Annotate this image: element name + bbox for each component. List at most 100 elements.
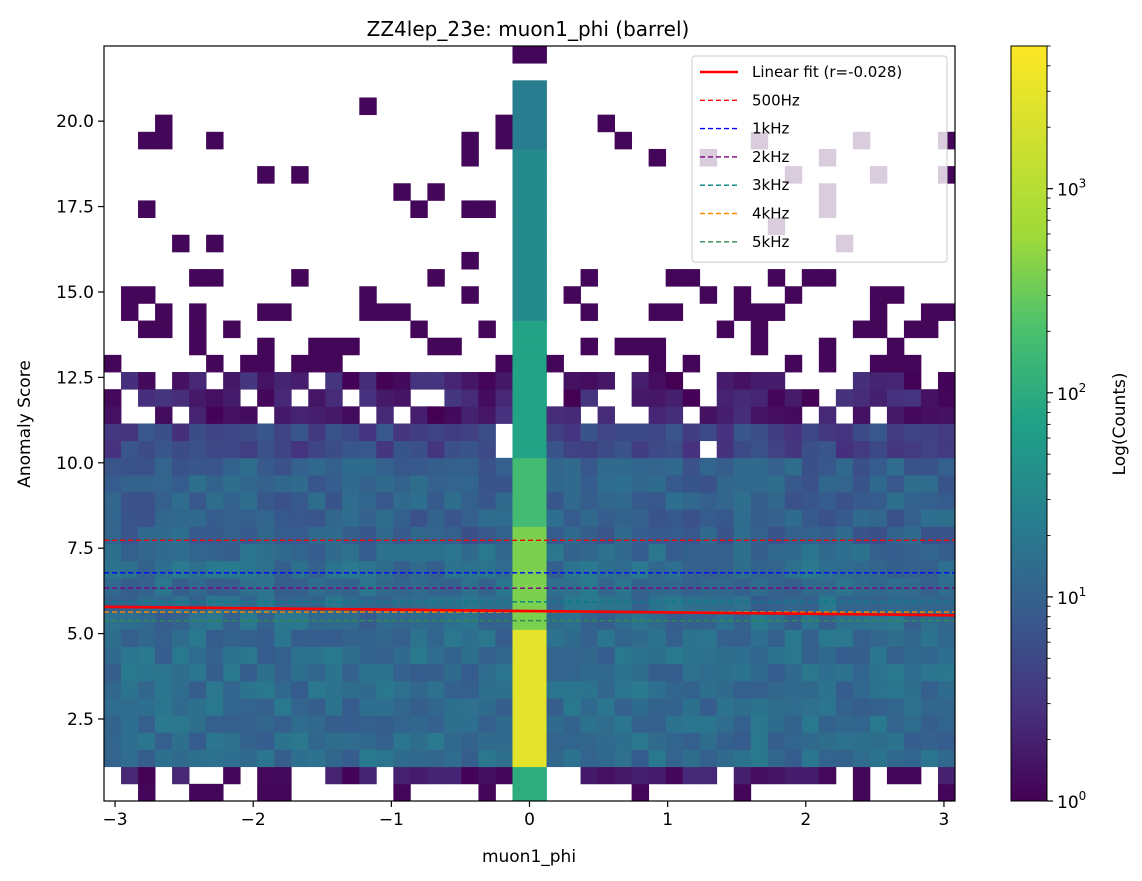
- heatmap-cell: [291, 372, 309, 390]
- heatmap-cell: [852, 783, 871, 802]
- heatmap-cell: [682, 423, 701, 442]
- legend-label: 4kHz: [752, 205, 790, 223]
- heatmap-cell: [512, 234, 530, 253]
- heatmap-cell: [138, 715, 156, 733]
- heatmap-cell: [359, 543, 377, 562]
- heatmap-cell: [393, 474, 411, 493]
- heatmap-cell: [750, 543, 769, 562]
- heatmap-cell: [189, 269, 207, 287]
- heatmap-cell: [512, 320, 530, 339]
- y-tick-label: 7.5: [67, 539, 94, 559]
- heatmap-cell: [529, 337, 547, 356]
- heatmap-cell: [886, 698, 905, 716]
- heatmap-cell: [699, 560, 718, 579]
- heatmap-cell: [648, 492, 667, 510]
- heatmap-cell: [580, 303, 598, 321]
- heatmap-cell: [648, 474, 667, 493]
- heatmap-cell: [682, 732, 701, 750]
- heatmap-cell: [886, 509, 905, 527]
- heatmap-cell: [563, 595, 581, 613]
- heatmap-cell: [444, 492, 462, 510]
- heatmap-cell: [920, 577, 939, 596]
- heatmap-cell: [699, 543, 718, 562]
- heatmap-cell: [920, 389, 939, 407]
- heatmap-cell: [274, 440, 292, 459]
- heatmap-cell: [852, 715, 871, 733]
- heatmap-cell: [903, 509, 922, 527]
- heatmap-cell: [920, 526, 939, 545]
- heatmap-cell: [495, 577, 513, 596]
- heatmap-cell: [342, 646, 360, 665]
- heatmap-cell: [274, 629, 292, 647]
- heatmap-cell: [393, 440, 411, 459]
- heatmap-cell: [427, 543, 445, 562]
- heatmap-cell: [223, 320, 241, 339]
- heatmap-cell: [869, 423, 888, 442]
- heatmap-cell: [104, 526, 122, 545]
- heatmap-cell: [886, 577, 905, 596]
- heatmap-cell: [393, 389, 411, 407]
- heatmap-cell: [597, 646, 615, 665]
- legend-label: Linear fit (r=-0.028): [752, 63, 902, 81]
- heatmap-cell: [104, 732, 122, 750]
- heatmap-cell: [733, 509, 752, 527]
- heatmap-cell: [580, 560, 598, 579]
- heatmap-cell: [699, 680, 718, 699]
- heatmap-cell: [750, 612, 769, 630]
- heatmap-cell: [359, 646, 377, 665]
- heatmap-cell: [461, 251, 479, 270]
- heatmap-cell: [155, 715, 173, 733]
- heatmap-cell: [495, 509, 513, 527]
- heatmap-cell: [495, 698, 513, 716]
- heatmap-cell: [529, 131, 547, 150]
- heatmap-cell: [733, 612, 752, 630]
- legend: Linear fit (r=-0.028) 500Hz 1kHz 2kHz 3kHz 4k…: [691, 55, 948, 263]
- heatmap-cell: [291, 423, 309, 442]
- heatmap-cell: [546, 423, 564, 442]
- heatmap-cell: [835, 680, 854, 699]
- heatmap-cell: [478, 577, 496, 596]
- heatmap-cell: [427, 269, 445, 287]
- heatmap-cell: [393, 698, 411, 716]
- heatmap-cell: [767, 749, 786, 768]
- heatmap-cell: [495, 680, 513, 699]
- heatmap-cell: [597, 749, 615, 768]
- heatmap-cell: [138, 646, 156, 665]
- heatmap-cell: [512, 423, 530, 442]
- heatmap-cell: [529, 200, 547, 218]
- heatmap-cell: [121, 440, 139, 459]
- heatmap-cell: [189, 646, 207, 665]
- heatmap-cell: [750, 663, 769, 682]
- heatmap-cell: [155, 406, 173, 424]
- heatmap-cell: [206, 612, 224, 630]
- heatmap-cell: [699, 749, 718, 768]
- heatmap-cell: [291, 474, 309, 493]
- heatmap-cell: [104, 423, 122, 442]
- heatmap-cell: [342, 474, 360, 493]
- heatmap-cell: [274, 663, 292, 682]
- heatmap-cell: [359, 526, 377, 545]
- heatmap-cell: [274, 732, 292, 750]
- heatmap-cell: [937, 629, 956, 647]
- heatmap-cell: [631, 663, 650, 682]
- heatmap-cell: [937, 577, 956, 596]
- heatmap-cell: [121, 286, 139, 304]
- heatmap-cell: [495, 766, 513, 785]
- heatmap-cell: [172, 680, 190, 699]
- heatmap-cell: [308, 354, 326, 373]
- heatmap-cell: [767, 269, 786, 287]
- heatmap-cell: [937, 663, 956, 682]
- heatmap-cell: [665, 749, 684, 768]
- heatmap-cell: [835, 715, 854, 733]
- heatmap-cell: [478, 680, 496, 699]
- heatmap-cell: [206, 526, 224, 545]
- heatmap-cell: [852, 646, 871, 665]
- heatmap-cell: [835, 474, 854, 493]
- heatmap-cell: [529, 406, 547, 424]
- heatmap-cell: [750, 492, 769, 510]
- heatmap-cell: [665, 680, 684, 699]
- heatmap-cell: [835, 457, 854, 476]
- heatmap-cell: [631, 646, 650, 665]
- heatmap-cell: [529, 46, 547, 64]
- heatmap-cell: [121, 595, 139, 613]
